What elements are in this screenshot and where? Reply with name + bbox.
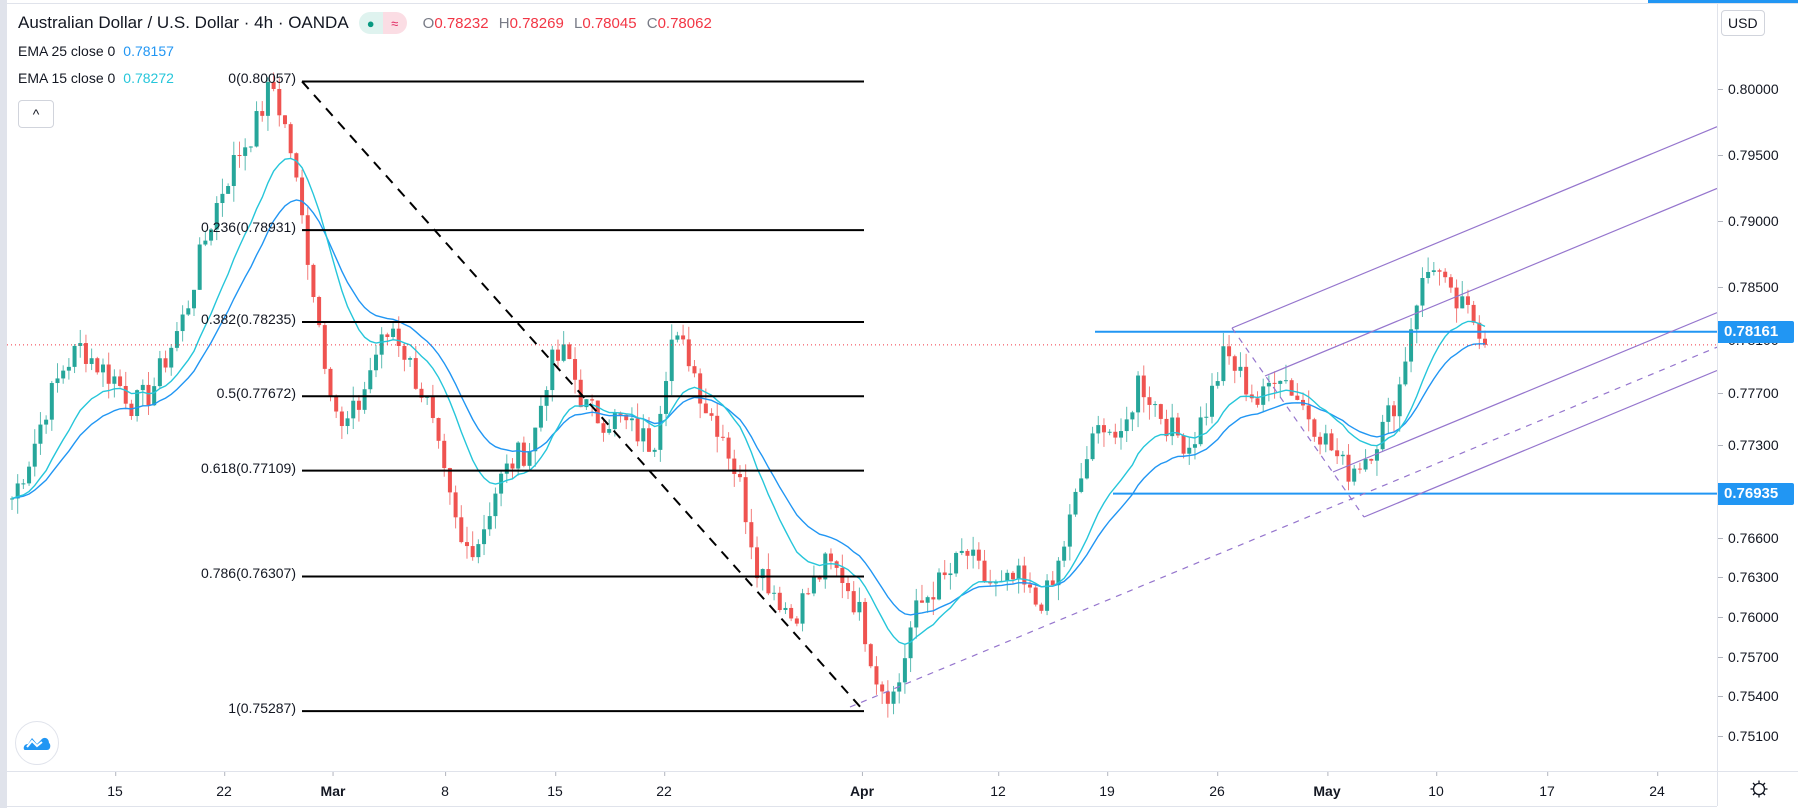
high-value: 0.78269 <box>509 14 564 32</box>
price-tick: 0.76000 <box>1718 609 1779 625</box>
left-panel-divider[interactable] <box>0 0 7 808</box>
ohlc-values: O0.78232 H0.78269 L0.78045 C0.78062 <box>423 15 718 32</box>
open-value: 0.78232 <box>434 14 489 32</box>
chart-legend: Australian Dollar / U.S. Dollar · 4h · O… <box>18 10 718 90</box>
symbol-title[interactable]: Australian Dollar / U.S. Dollar · 4h · O… <box>18 13 349 32</box>
price-tick: 0.78500 <box>1718 279 1779 295</box>
collapse-legend-button[interactable]: ^ <box>18 100 54 128</box>
price-tick: 0.75100 <box>1718 727 1779 744</box>
chevron-up-icon: ^ <box>32 106 40 122</box>
time-tick: 17 <box>1539 772 1555 799</box>
tradingview-logo-icon[interactable] <box>15 721 59 765</box>
price-tick: 0.75700 <box>1718 648 1779 665</box>
time-tick: Apr <box>849 772 875 799</box>
symbol-title-row: Australian Dollar / U.S. Dollar · 4h · O… <box>18 10 718 36</box>
price-tick: 0.75400 <box>1718 688 1779 705</box>
close-value: 0.78062 <box>657 14 712 32</box>
fib-level-label: 0(0.80057) <box>228 70 296 87</box>
time-tick: 15 <box>107 772 123 799</box>
time-tick: 15 <box>547 772 563 799</box>
fib-level-label: 1(0.75287) <box>228 699 296 716</box>
fib-level-label: 0.382(0.78235) <box>201 310 296 327</box>
chart-settings-button[interactable] <box>1717 771 1798 806</box>
indicator-ema25[interactable]: EMA 25 close 0 0.78157 <box>18 43 718 63</box>
delayed-data-icon: ≈ <box>382 12 407 34</box>
ema25-value: 0.78157 <box>123 43 174 59</box>
active-tab-indicator <box>1648 0 1798 3</box>
open-label: O <box>422 14 435 32</box>
ema15-value: 0.78272 <box>123 70 174 86</box>
horizontal-line-price-label: 0.78161 <box>1718 320 1794 343</box>
time-tick: 24 <box>1649 772 1665 799</box>
price-tick: 0.77700 <box>1718 384 1779 401</box>
price-tick: 0.77300 <box>1718 437 1779 454</box>
time-tick: Mar <box>320 772 346 799</box>
price-chart-canvas[interactable] <box>7 4 1717 771</box>
time-tick: 22 <box>656 772 672 799</box>
status-pill[interactable]: ● ≈ <box>358 12 407 34</box>
time-tick: May <box>1313 772 1341 799</box>
time-tick: 26 <box>1209 772 1225 799</box>
time-tick: 22 <box>216 772 232 799</box>
price-tick: 0.76300 <box>1718 569 1779 586</box>
chart-pane[interactable]: 0(0.80057) 0.236(0.78931) 0.382(0.78235) 0.… <box>7 4 1717 771</box>
time-tick: 12 <box>990 772 1006 799</box>
top-toolbar-border <box>0 0 1798 4</box>
price-tick: 0.79000 <box>1718 213 1779 229</box>
currency-button[interactable]: USD <box>1721 10 1765 36</box>
high-label: H <box>498 14 510 32</box>
close-label: C <box>646 14 658 32</box>
indicator-ema15[interactable]: EMA 15 close 0 0.78272 <box>18 70 718 90</box>
fib-level-label: 0.618(0.77109) <box>201 459 296 476</box>
fib-level-label: 0.5(0.77672) <box>216 385 296 402</box>
ema15-label: EMA 15 close 0 <box>18 70 116 86</box>
market-open-dot-icon: ● <box>358 12 383 34</box>
ema25-label: EMA 25 close 0 <box>18 43 116 59</box>
price-axis[interactable]: 0.800000.795000.790000.785000.781000.777… <box>1717 4 1798 771</box>
time-tick: 19 <box>1099 772 1115 799</box>
gear-icon <box>1750 780 1767 798</box>
fib-level-label: 0.786(0.76307) <box>201 565 296 582</box>
price-tick: 0.76600 <box>1718 529 1779 546</box>
fib-level-label: 0.236(0.78931) <box>201 218 296 235</box>
time-tick: 8 <box>441 772 449 799</box>
time-tick: 10 <box>1428 772 1444 799</box>
horizontal-line-price-label: 0.76935 <box>1718 482 1794 505</box>
low-label: L <box>573 14 583 32</box>
time-axis[interactable]: 15 22 Mar 8 15 22 Apr 12 19 26 May 10 17 24 <box>7 771 1717 807</box>
price-tick: 0.79500 <box>1718 147 1779 163</box>
low-value: 0.78045 <box>582 14 637 32</box>
price-tick: 0.80000 <box>1718 81 1779 97</box>
